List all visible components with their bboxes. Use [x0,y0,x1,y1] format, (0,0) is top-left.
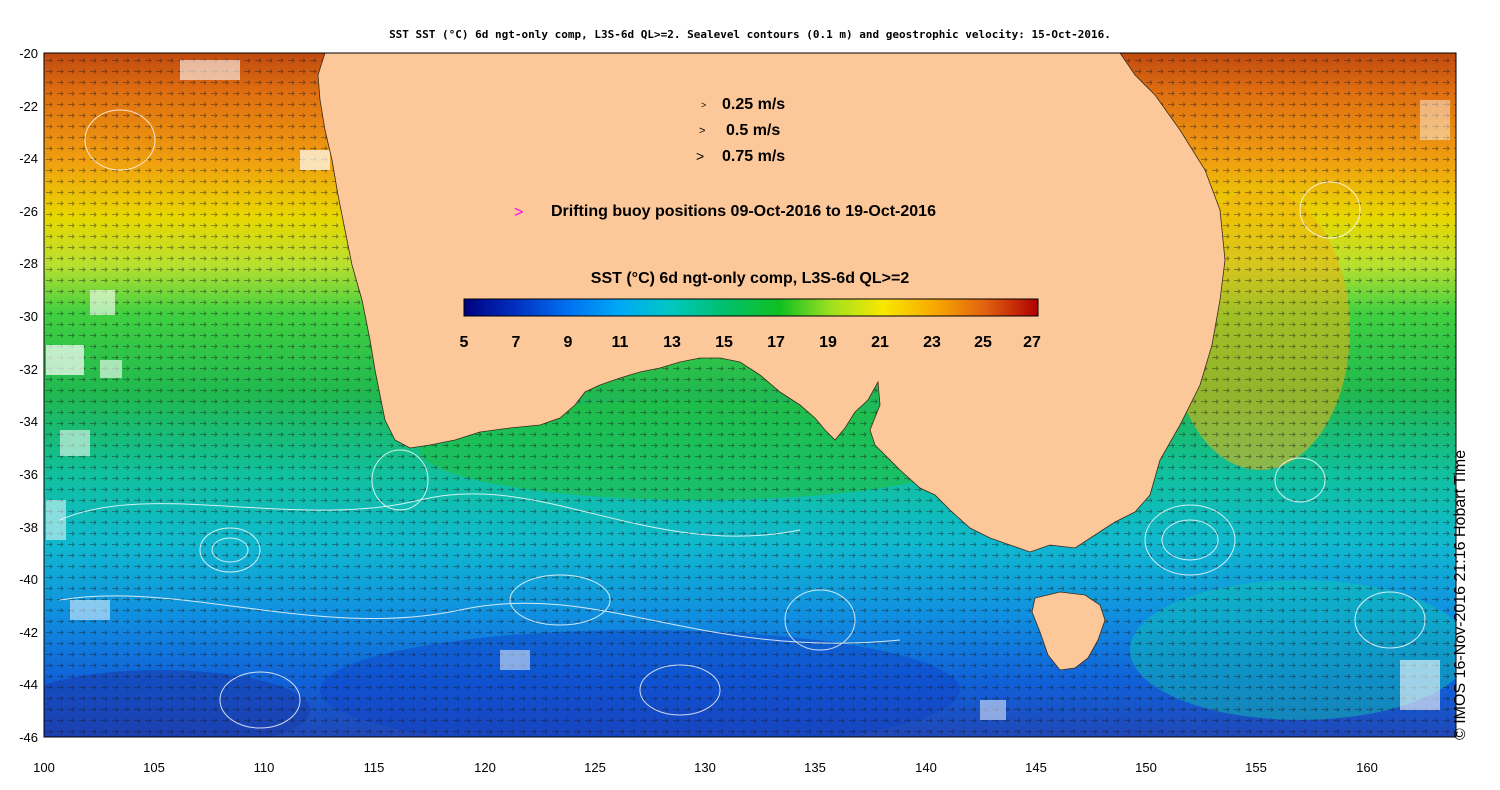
lat-tick-label: -44 [19,677,38,692]
velocity-arrow-icon: > [699,125,705,137]
lon-tick-label: 125 [584,760,606,775]
missing-data [46,60,1450,720]
colorbar-tick-label: 5 [460,334,469,351]
lon-tick-label: 120 [474,760,496,775]
velocity-legend: > 0.25 m/s > 0.5 m/s > 0.75 m/s [696,96,785,165]
lat-tick-label: -28 [19,256,38,271]
lon-tick-label: 110 [254,760,275,775]
map-title: SST SST (°C) 6d ngt-only comp, L3S-6d QL… [389,28,1111,41]
map-plot-area [44,53,1456,737]
colorbar-tick-label: 25 [974,334,992,351]
tasmania [1031,591,1106,671]
colorbar-tick-label: 7 [512,334,521,351]
lon-tick-label: 105 [143,760,165,775]
sealevel-contours [59,109,1426,729]
lat-tick-label: -32 [19,362,38,377]
velocity-arrow-icon: > [701,100,706,110]
lat-tick-label: -36 [19,467,38,482]
colorbar-tick-label: 17 [767,334,785,351]
colorbar-tick-label: 13 [663,334,681,351]
buoy-legend: > Drifting buoy positions 09-Oct-2016 to… [514,203,936,221]
buoy-marker-icon: > [514,204,523,221]
latitude-axis: -20 -22 -24 -26 -28 -30 -32 -34 -36 -38 … [19,46,38,745]
lon-tick-label: 160 [1356,760,1378,775]
colorbar-scale [463,298,1039,317]
colorbar-tick-label: 11 [612,334,629,351]
lat-tick-label: -24 [19,151,38,166]
colorbar-tick-label: 23 [923,334,941,351]
lon-tick-label: 155 [1245,760,1267,775]
colorbar-tick-label: 15 [715,334,733,351]
lat-tick-label: -38 [19,520,38,535]
credit-text: © IMOS 16-Nov-2016 21:16 Hobart Time [1452,449,1469,740]
lat-tick-label: -40 [19,572,38,587]
lon-tick-label: 140 [915,760,937,775]
lat-tick-label: -20 [19,46,38,61]
colorbar-tick-label: 21 [871,334,889,351]
velocity-label: 0.75 m/s [722,148,785,165]
lon-tick-label: 135 [804,760,826,775]
lat-tick-label: -22 [19,99,38,114]
lat-tick-label: -34 [19,414,38,429]
colorbar-tick-label: 19 [819,334,837,351]
lat-tick-label: -30 [19,309,38,324]
longitude-axis: 100 105 110 115 120 125 130 135 140 145 … [33,760,1378,775]
colorbar-title: SST (°C) 6d ngt-only comp, L3S-6d QL>=2 [591,270,910,287]
velocity-label: 0.25 m/s [722,96,785,113]
lon-tick-label: 115 [364,760,385,775]
lat-tick-label: -42 [19,625,38,640]
buoy-legend-label: Drifting buoy positions 09-Oct-2016 to 1… [551,203,936,220]
lon-tick-label: 100 [33,760,55,775]
lat-tick-label: -46 [19,730,38,745]
lon-tick-label: 150 [1135,760,1157,775]
map-frame [43,52,1457,738]
velocity-label: 0.5 m/s [726,122,780,139]
lon-tick-label: 130 [694,760,716,775]
colorbar-tick-label: 9 [564,334,573,351]
velocity-arrow-icon: > [696,148,704,164]
colorbar: SST (°C) 6d ngt-only comp, L3S-6d QL>=2 … [460,270,1041,351]
lat-tick-label: -26 [19,204,38,219]
colorbar-tick-label: 27 [1023,334,1041,351]
lon-tick-label: 145 [1025,760,1047,775]
